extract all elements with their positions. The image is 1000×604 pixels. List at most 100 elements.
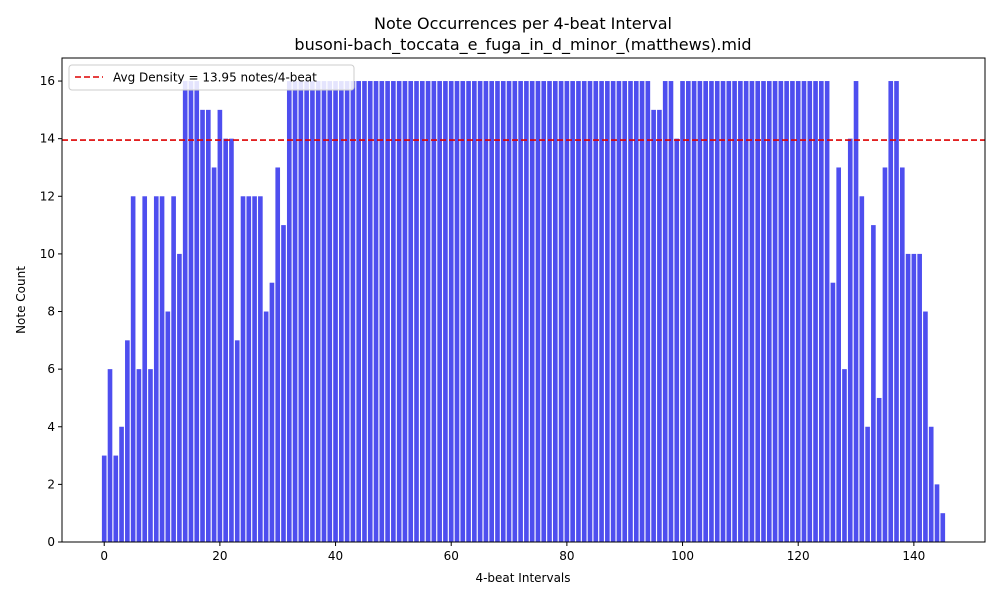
bar [674,138,680,543]
bar [581,81,587,543]
bar [119,426,124,542]
bar [350,81,356,543]
bar [830,282,836,542]
chart-title: Note Occurrences per 4-beat Interval [374,14,672,33]
bar [524,81,529,543]
bar [385,81,390,543]
bar [240,196,246,543]
bar [703,81,708,543]
bar [587,81,593,543]
legend-label: Avg Density = 13.95 notes/4-beat [113,71,317,85]
bar [865,426,870,542]
bar [460,81,466,543]
bar [691,81,697,543]
bar [824,81,830,543]
x-tick-label: 100 [671,549,694,563]
bar [206,109,211,543]
x-tick-label: 0 [100,549,108,563]
bar [657,109,662,543]
bar [807,81,813,543]
bar [610,81,616,543]
x-tick-label: 40 [328,549,343,563]
bar [928,426,934,542]
bar [310,81,315,543]
y-tick-label: 6 [47,362,55,376]
bar [686,81,691,543]
bar [177,253,182,542]
bars-group [101,81,946,543]
bar [888,81,894,543]
bar [784,81,789,543]
x-axis-ticks: 0 20 40 60 80 100 120 140 [100,542,925,563]
bar [495,81,500,543]
bar [402,81,408,543]
bar [766,81,772,543]
bar [628,81,633,543]
y-tick-label: 8 [47,305,55,319]
bar [709,81,714,543]
bar [761,81,766,543]
bar [795,81,801,543]
y-tick-label: 10 [40,247,55,261]
bar [269,282,275,542]
bar [743,81,749,543]
bar [356,81,361,543]
bar [431,81,437,543]
bar [489,81,495,543]
bar [315,81,321,543]
bar [483,81,489,543]
bar [593,81,599,543]
bar [813,81,818,543]
bar [414,81,419,543]
bar [749,81,755,543]
bar [836,167,841,543]
y-tick-label: 12 [40,189,55,203]
bar [680,81,685,543]
bar [188,81,194,543]
bar [917,253,922,542]
bar [801,81,807,543]
bar [304,81,309,543]
bar [182,81,188,543]
bar [940,513,946,542]
y-tick-label: 0 [47,535,55,549]
bar [454,81,460,543]
bar [599,81,604,543]
bar [217,109,223,543]
bar [246,196,252,543]
bar [113,455,119,542]
bar [819,81,824,543]
bar [500,81,506,543]
bar [321,81,327,543]
bar [333,81,338,543]
bar [391,81,396,543]
bar [472,81,477,543]
bar [622,81,628,543]
bar [292,81,298,543]
bar [552,81,558,543]
bar [512,81,518,543]
bar [448,81,454,543]
bar [101,455,107,542]
bar [911,253,917,542]
bar [714,81,720,543]
bar [194,81,200,543]
y-axis-ticks: 0 2 4 6 8 10 12 14 16 [40,74,62,549]
bar [506,81,512,543]
bar [153,196,159,543]
bar [882,167,888,543]
bar [171,196,176,543]
bar [425,81,431,543]
bar [547,81,552,543]
bar [223,138,228,543]
legend: Avg Density = 13.95 notes/4-beat [68,64,355,91]
bar [564,81,570,543]
bar [876,397,882,542]
bar [934,484,940,542]
bar [859,196,865,543]
bar [778,81,784,543]
bar [662,81,668,543]
bar [633,81,639,543]
bar [344,81,350,543]
